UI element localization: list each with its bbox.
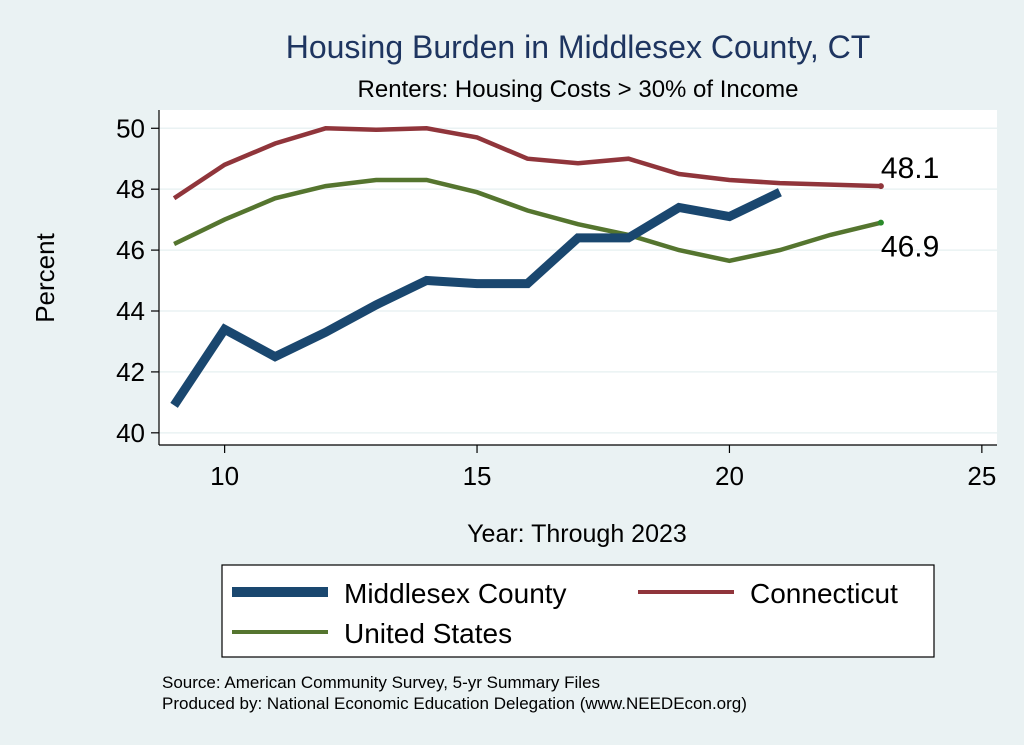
- legend-box: [221, 564, 935, 658]
- series-line-middlesex-county: [170, 188, 782, 408]
- y-axis-label: Percent: [30, 232, 60, 322]
- y-tick-label-42: 42: [116, 357, 145, 387]
- legend-label-united-states: United States: [344, 618, 512, 649]
- x-tick-label-20: 20: [715, 461, 744, 491]
- series-line-connecticut: [172, 126, 881, 201]
- x-axis-label: Year: Through 2023: [467, 520, 687, 548]
- x-tick-label-15: 15: [463, 461, 492, 491]
- chart-subtitle: Renters: Housing Costs > 30% of Income: [358, 76, 799, 103]
- chart-title: Housing Burden in Middlesex County, CT: [286, 29, 871, 65]
- end-marker-united-states: [877, 219, 884, 226]
- legend-label-connecticut: Connecticut: [750, 578, 898, 609]
- x-ticks: 10 15 20 25: [210, 445, 996, 491]
- series-line-united-states: [173, 177, 882, 264]
- series-lines: [170, 126, 882, 408]
- end-label-connecticut: 48.1: [881, 152, 939, 185]
- y-tick-label-46: 46: [116, 235, 145, 265]
- y-tick-label-48: 48: [116, 174, 145, 204]
- end-label-united-states: 46.9: [881, 231, 939, 264]
- y-tick-label-50: 50: [116, 113, 145, 143]
- gridlines: [159, 127, 997, 434]
- legend-label-middlesex: Middlesex County: [344, 578, 567, 609]
- produced-by-note: Produced by: National Economic Education…: [162, 694, 747, 713]
- plot-area: [159, 110, 997, 445]
- annotations: 48.1 46.9: [877, 152, 939, 264]
- x-tick-label-10: 10: [210, 461, 239, 491]
- y-tick-label-40: 40: [116, 418, 145, 448]
- source-note: Source: American Community Survey, 5-yr …: [162, 673, 600, 692]
- y-ticks: 40 42 44 46 48 50: [116, 113, 159, 448]
- x-tick-label-25: 25: [967, 461, 996, 491]
- end-marker-connecticut: [877, 183, 884, 190]
- y-tick-label-44: 44: [116, 296, 145, 326]
